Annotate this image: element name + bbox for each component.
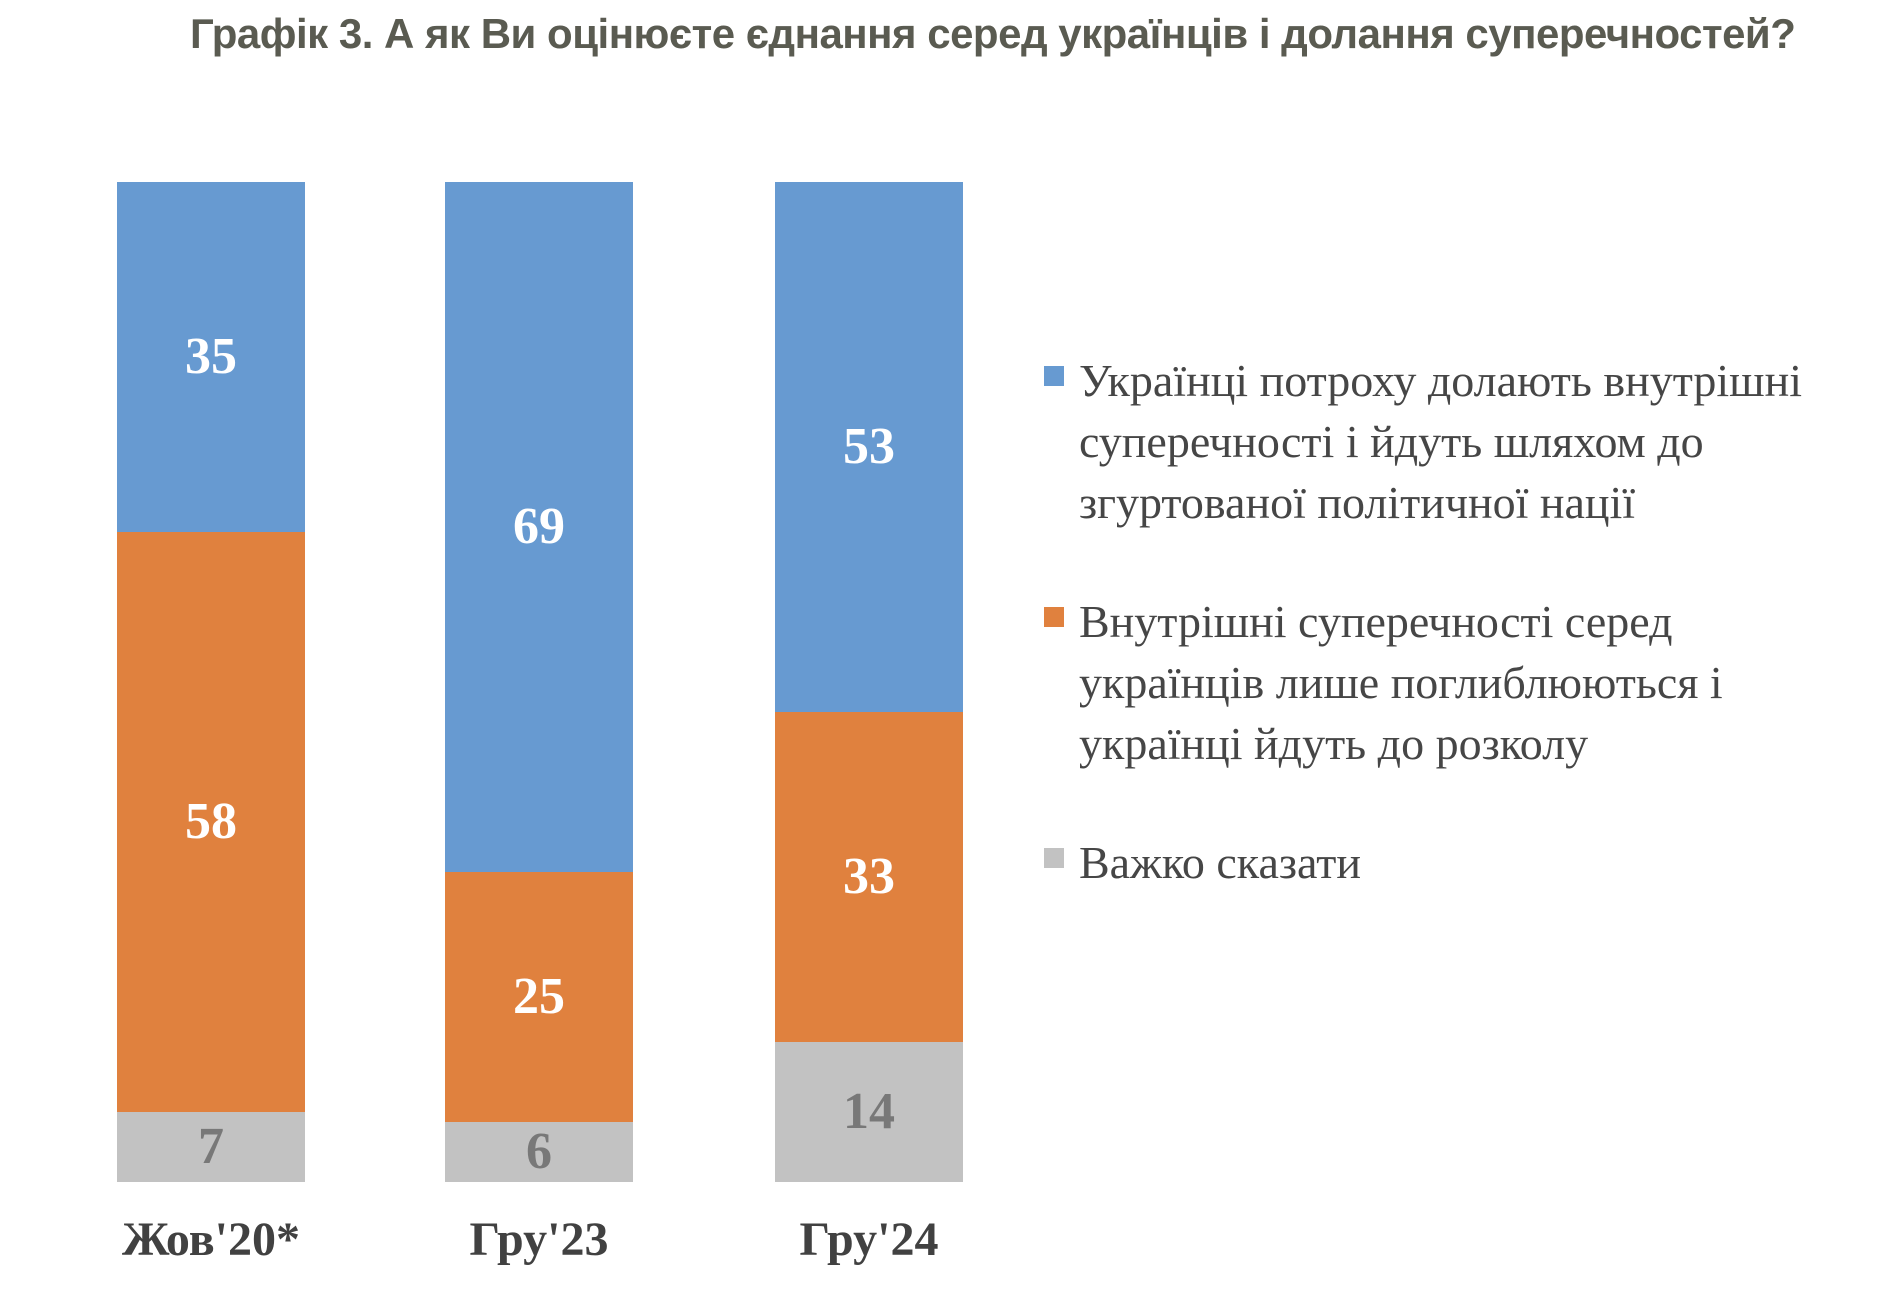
bar-segment-series0-cat0: 35 xyxy=(117,182,305,532)
bar-column-0: 35 58 7 xyxy=(117,182,305,1182)
bar-column-2: 53 33 14 xyxy=(775,182,963,1182)
legend-item-label: Внутрішні суперечності серед українців л… xyxy=(1079,596,1723,769)
bar-segment-series0-cat1: 69 xyxy=(445,182,633,872)
legend-color-marker-icon xyxy=(1044,848,1064,868)
legend-color-marker-icon xyxy=(1044,366,1064,386)
segment-value-label: 14 xyxy=(843,1083,895,1140)
bar-segment-series2-cat0: 7 xyxy=(117,1112,305,1182)
legend-item-2: Важко сказати xyxy=(1044,832,1844,893)
category-label-0: Жов'20* xyxy=(122,1213,300,1266)
legend-item-label: Українці потроху долають внутрішні супер… xyxy=(1079,355,1802,528)
bar-segment-series1-cat2: 33 xyxy=(775,712,963,1042)
legend-item-label: Важко сказати xyxy=(1079,837,1361,888)
legend-color-marker-icon xyxy=(1044,607,1064,627)
segment-value-label: 35 xyxy=(185,328,237,385)
segment-value-label: 53 xyxy=(843,418,895,475)
legend: Українці потроху долають внутрішні супер… xyxy=(1044,350,1844,951)
bar-segment-series1-cat0: 58 xyxy=(117,532,305,1112)
chart-title: Графік 3. А як Ви оцінюєте єднання серед… xyxy=(190,10,1796,57)
segment-value-label: 58 xyxy=(185,793,237,850)
legend-item-0: Українці потроху долають внутрішні супер… xyxy=(1044,350,1844,533)
segment-value-label: 33 xyxy=(843,848,895,905)
category-label-1: Гру'23 xyxy=(469,1213,609,1266)
segment-value-label: 25 xyxy=(513,968,565,1025)
legend-item-1: Внутрішні суперечності серед українців л… xyxy=(1044,591,1844,774)
category-label-2: Гру'24 xyxy=(799,1213,939,1266)
bar-segment-series2-cat2: 14 xyxy=(775,1042,963,1182)
bar-column-1: 69 25 6 xyxy=(445,182,633,1182)
bar-segment-series1-cat1: 25 xyxy=(445,872,633,1122)
bar-segment-series0-cat2: 53 xyxy=(775,182,963,712)
bar-segment-series2-cat1: 6 xyxy=(445,1122,633,1182)
segment-value-label: 69 xyxy=(513,498,565,555)
segment-value-label: 7 xyxy=(198,1118,224,1175)
segment-value-label: 6 xyxy=(526,1123,552,1180)
